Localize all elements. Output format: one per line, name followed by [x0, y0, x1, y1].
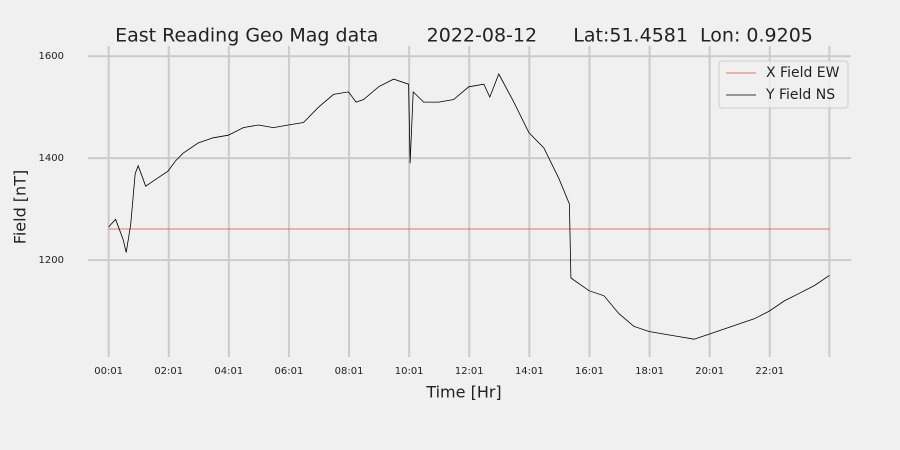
x-tick-label: 08:01: [335, 366, 364, 377]
x-tick-label: 06:01: [275, 366, 304, 377]
x-tick-label: 18:01: [635, 366, 664, 377]
y-tick-label: 1200: [39, 255, 64, 266]
legend-label: Y Field NS: [765, 87, 835, 103]
chart-title: East Reading Geo Mag data 2022-08-12 Lat…: [115, 25, 813, 47]
y-tick-label: 1400: [39, 153, 64, 164]
x-tick-label: 14:01: [515, 366, 544, 377]
y-tick-label: 1600: [39, 51, 64, 62]
x-tick-label: 20:01: [695, 366, 724, 377]
y-axis-label: Field [nT]: [11, 170, 30, 244]
x-tick-label: 10:01: [395, 366, 424, 377]
line: [108, 73, 830, 340]
x-tick-label: 04:01: [214, 366, 243, 377]
x-tick-label: 16:01: [575, 366, 604, 377]
legend-label: X Field EW: [766, 65, 840, 81]
x-tick-label: 12:01: [455, 366, 484, 377]
x-axis-label: Time [Hr]: [425, 383, 501, 402]
x-tick-label: 02:01: [154, 366, 183, 377]
x-tick-label: 22:01: [755, 366, 784, 377]
x-tick-label: 00:01: [94, 366, 123, 377]
